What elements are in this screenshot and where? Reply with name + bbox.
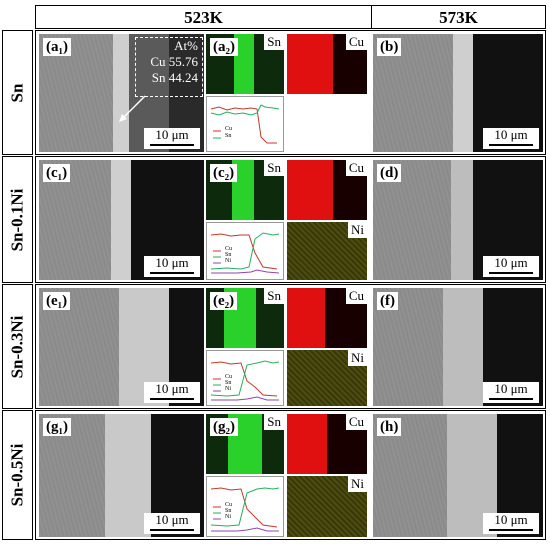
scale-bar: 10 μm [483,128,539,149]
map-label-sn: Sn [264,414,284,430]
scale-bar: 10 μm [144,128,200,149]
legend-sn: Sn [225,133,232,139]
legend-ni: Ni [225,514,231,520]
scale-bar: 10 μm [483,256,539,277]
row-label-sn-0.3ni: Sn-0.3Ni [2,284,33,409]
composition-box: At% Cu 55.76 Sn 44.24 [135,37,203,97]
scale-bar: 10 μm [144,382,200,403]
linescan-plot-g2: Cu Sn Ni [206,476,284,537]
map-label-ni: Ni [348,222,367,238]
panel-label: (e₁) [43,292,71,310]
map-sn-g2: (g₂) Sn [206,414,284,474]
map-cu-c2: Cu [287,160,367,220]
map-label-cu: Cu [345,160,367,176]
scale-bar: 10 μm [144,513,200,534]
panel-label: (f) [377,292,398,310]
map-label-cu: Cu [345,414,367,430]
legend-ni: Ni [225,258,231,264]
row-label-sn-0.5ni: Sn-0.5Ni [2,410,33,540]
header-573k: 573K [371,5,546,29]
map-label-sn: Sn [264,288,284,304]
row-sn-0.5ni: (g₁) 10 μm (g₂) Sn Cu Cu Sn Ni Ni (h) 10… [35,410,546,540]
scale-bar: 10 μm [483,382,539,403]
map-cu-g2: Cu [287,414,367,474]
sem-panel-c1: (c₁) 10 μm [39,160,204,280]
map-sn-a2: (a₂) Sn [206,34,284,94]
legend-ni: Ni [225,386,231,392]
legend-cu: Cu [225,246,233,252]
panel-label: (c₂) [210,164,238,182]
row-sn-0.3ni: (e₁) 10 μm (e₂) Sn Cu Cu Sn Ni Ni (f) 10… [35,284,546,409]
row-label-sn-0.1ni: Sn-0.1Ni [2,156,33,283]
panel-label: (g₁) [43,418,71,436]
legend-sn: Sn [225,380,232,386]
panel-label: (b) [377,38,402,56]
legend-cu: Cu [225,502,233,508]
map-ni-g2: Ni [287,476,367,537]
panel-label: (d) [377,164,402,182]
map-ni-c2: Ni [287,222,367,280]
sem-panel-f: (f) 10 μm [373,288,543,406]
sem-panel-a1: (a₁) At% Cu 55.76 Sn 44.24 10 μm [39,34,204,152]
arrow-icon [119,95,146,122]
scale-bar: 10 μm [483,513,539,534]
map-sn-e2: (e₂) Sn [206,288,284,348]
panel-label: (g₂) [210,418,238,436]
sem-panel-h: (h) 10 μm [373,414,543,537]
map-ni-e2: Ni [287,350,367,406]
map-cu-e2: Cu [287,288,367,348]
panel-label: (h) [377,418,402,436]
row-sn-0.1ni: (c₁) 10 μm (c₂) Sn Cu Cu Sn Ni Ni (d) 10… [35,156,546,283]
linescan-plot-a2: Cu Sn [206,96,284,152]
panel-label: (c₁) [43,164,71,182]
map-sn-c2: (c₂) Sn [206,160,284,220]
panel-label: (e₂) [210,292,238,310]
panel-label: (a₁) [43,38,71,56]
sem-panel-e1: (e₁) 10 μm [39,288,204,406]
row-label-sn: Sn [2,30,33,155]
linescan-plot-e2: Cu Sn Ni [206,350,284,406]
header-523k: 523K [35,5,372,29]
map-label-sn: Sn [264,34,284,50]
legend-sn: Sn [225,508,232,514]
sem-panel-b: (b) 10 μm [373,34,543,152]
sem-panel-d: (d) 10 μm [373,160,543,280]
linescan-plot-c2: Cu Sn Ni [206,222,284,280]
map-cu-a2: Cu [287,34,367,94]
panel-label: (a₂) [210,38,238,56]
scale-bar: 10 μm [144,256,200,277]
sem-panel-g1: (g₁) 10 μm [39,414,204,537]
map-label-ni: Ni [348,350,367,366]
map-label-sn: Sn [264,160,284,176]
row-sn: (a₁) At% Cu 55.76 Sn 44.24 10 μm (a₂) Sn… [35,30,546,155]
map-label-cu: Cu [345,34,367,50]
legend-sn: Sn [225,252,232,258]
legend-cu: Cu [225,374,233,380]
legend-cu: Cu [225,126,233,132]
map-label-cu: Cu [345,288,367,304]
map-label-ni: Ni [348,476,367,492]
